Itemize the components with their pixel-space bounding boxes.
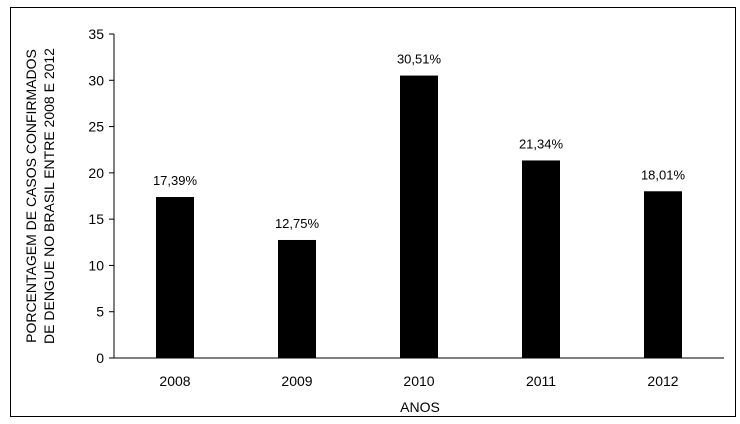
bar-2012 [644, 191, 682, 358]
data-label-2011: 21,34% [519, 136, 564, 151]
y-tick-label: 10 [88, 257, 104, 273]
chart-frame [10, 7, 736, 417]
bar-2008 [156, 197, 194, 358]
data-label-2012: 18,01% [641, 167, 686, 182]
data-label-2010: 30,51% [397, 52, 442, 67]
y-tick-label: 30 [88, 72, 104, 88]
bar-2010 [400, 75, 438, 358]
y-tick-label: 20 [88, 165, 104, 181]
y-tick-label: 0 [96, 350, 104, 366]
y-axis-title-line-2: DE DENGUE NO BRASIL ENTRE 2008 E 2012 [41, 48, 57, 344]
y-tick-label: 5 [96, 304, 104, 320]
x-tick-label-2008: 2008 [159, 373, 190, 389]
x-tick-label-2011: 2011 [526, 373, 556, 389]
x-axis-title: ANOS [400, 399, 440, 415]
bar-2009 [278, 239, 316, 358]
y-tick-label: 35 [88, 26, 104, 42]
x-tick-label-2009: 2009 [281, 373, 312, 389]
y-axis-title: PORCENTAGEM DE CASOS CONFIRMADOS DE DENG… [23, 48, 57, 344]
x-tick-label-2010: 2010 [403, 373, 434, 389]
bar-2011 [522, 160, 560, 358]
y-axis-title-line-1: PORCENTAGEM DE CASOS CONFIRMADOS [23, 49, 39, 343]
y-tick-label: 25 [88, 119, 104, 135]
y-tick-label: 15 [88, 211, 104, 227]
x-tick-label-2012: 2012 [647, 373, 678, 389]
data-label-2009: 12,75% [275, 216, 320, 231]
data-label-2008: 17,39% [153, 173, 198, 188]
